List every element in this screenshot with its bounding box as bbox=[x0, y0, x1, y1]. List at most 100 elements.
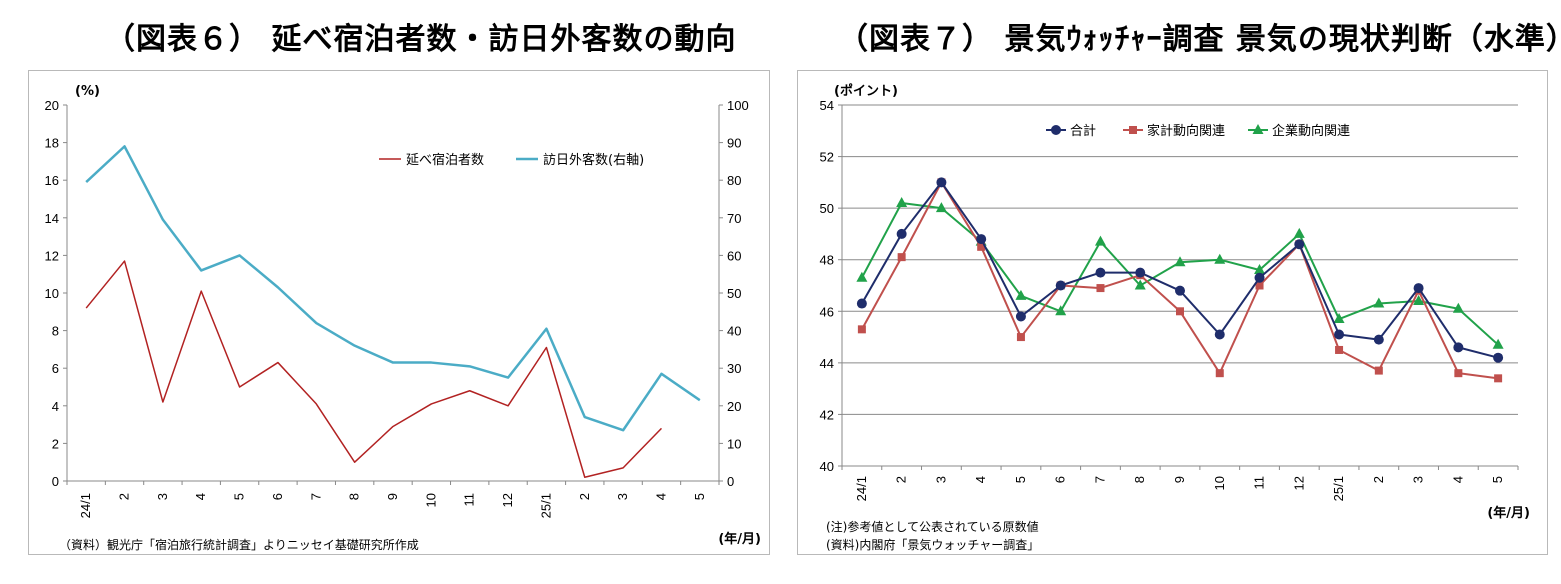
right-tick-label: 10 bbox=[727, 436, 741, 451]
x-tick-label: 7 bbox=[1092, 476, 1107, 483]
data-point-total bbox=[1135, 267, 1146, 278]
x-tick-label: 24/1 bbox=[854, 476, 869, 501]
data-point-total bbox=[1334, 329, 1345, 340]
x-tick-label: 9 bbox=[385, 493, 400, 500]
x-tick-label: 10 bbox=[423, 493, 438, 507]
data-point-corporate bbox=[1492, 338, 1504, 349]
right-tick-label: 60 bbox=[727, 248, 741, 263]
left-tick-label: 14 bbox=[45, 211, 59, 226]
x-tick-label: 12 bbox=[1291, 476, 1306, 490]
x-tick-label: 5 bbox=[692, 493, 707, 500]
x-tick-label: 4 bbox=[653, 493, 668, 500]
x-tick-label: 2 bbox=[117, 493, 132, 500]
data-point-corporate bbox=[1293, 227, 1305, 238]
data-point-corporate bbox=[856, 271, 868, 282]
x-tick-label: 3 bbox=[933, 476, 948, 483]
annotation-note: (注)参考値として公表されている原数値 bbox=[826, 520, 1039, 534]
y-axis-unit-label: (%) bbox=[75, 84, 100, 99]
x-tick-label: 25/1 bbox=[1331, 476, 1346, 501]
x-tick-label: 8 bbox=[347, 493, 362, 500]
data-point-total bbox=[1095, 267, 1106, 278]
x-tick-label: 9 bbox=[1172, 476, 1187, 483]
data-point-total bbox=[1254, 272, 1265, 283]
data-point-total bbox=[1055, 280, 1066, 291]
x-axis-unit-label: (年/月) bbox=[1487, 505, 1530, 521]
x-tick-label: 4 bbox=[973, 476, 988, 483]
data-point-household bbox=[1255, 281, 1264, 290]
left-tick-label: 52 bbox=[820, 150, 834, 165]
left-tick-label: 44 bbox=[820, 356, 834, 371]
data-point-corporate bbox=[1174, 256, 1186, 267]
x-tick-label: 2 bbox=[894, 476, 909, 483]
data-point-corporate bbox=[1015, 289, 1027, 300]
data-point-corporate bbox=[935, 202, 947, 213]
x-tick-label: 24/1 bbox=[78, 493, 93, 518]
data-point-corporate bbox=[896, 196, 908, 207]
data-point-corporate bbox=[1254, 264, 1266, 275]
data-point-corporate bbox=[1413, 294, 1425, 305]
source-note: （資料）観光庁「宿泊旅行統計調査」よりニッセイ基礎研究所作成 bbox=[59, 538, 419, 552]
left-tick-label: 0 bbox=[52, 474, 59, 489]
x-tick-label: 6 bbox=[270, 493, 285, 500]
data-point-corporate bbox=[1055, 305, 1067, 316]
x-tick-label: 2 bbox=[577, 493, 592, 500]
right-tick-label: 90 bbox=[727, 136, 741, 151]
data-point-total bbox=[1015, 311, 1026, 322]
x-tick-label: 3 bbox=[1411, 476, 1426, 483]
series-line-overnight-guests bbox=[85, 260, 663, 478]
data-point-total bbox=[1493, 352, 1504, 363]
right-tick-label: 80 bbox=[727, 173, 741, 188]
left-tick-label: 8 bbox=[52, 324, 59, 339]
x-tick-label: 4 bbox=[193, 493, 208, 500]
data-point-total bbox=[1413, 283, 1424, 294]
x-tick-label: 5 bbox=[1490, 476, 1505, 483]
legend-marker bbox=[1252, 124, 1264, 134]
data-point-household bbox=[857, 325, 866, 334]
left-tick-label: 40 bbox=[820, 459, 834, 474]
tourism-chart-svg: 0 2 4 6 8 10 12 14 16 18 20 0 10 20 30 40 50 60 70 80 90 100 2… bbox=[45, 84, 761, 547]
series-line-household bbox=[861, 181, 1499, 380]
chart-panel-tourism: 0 2 4 6 8 10 12 14 16 18 20 0 10 20 30 40 50 60 70 80 90 100 2… bbox=[28, 70, 770, 555]
data-point-corporate bbox=[1452, 302, 1464, 313]
left-tick-label: 10 bbox=[45, 286, 59, 301]
x-tick-label: 6 bbox=[1053, 476, 1068, 483]
data-point-corporate bbox=[1094, 235, 1106, 246]
data-point-corporate bbox=[1333, 313, 1345, 324]
y-axis-unit-label: (ポイント) bbox=[834, 83, 898, 99]
left-tick-label: 16 bbox=[45, 173, 59, 188]
left-tick-label: 48 bbox=[820, 253, 834, 268]
x-tick-label: 10 bbox=[1212, 476, 1227, 490]
right-tick-label: 20 bbox=[727, 399, 741, 414]
legend-marker bbox=[1051, 125, 1061, 135]
left-tick-label: 46 bbox=[820, 304, 834, 319]
left-tick-label: 12 bbox=[45, 248, 59, 263]
data-point-total bbox=[976, 234, 987, 245]
legend-label: 合計 bbox=[1070, 123, 1096, 139]
legend-label: 延べ宿泊者数 bbox=[406, 152, 484, 168]
x-tick-label: 12 bbox=[500, 493, 515, 507]
x-axis-unit-label: (年/月) bbox=[718, 531, 761, 547]
data-point-total bbox=[936, 177, 947, 188]
x-tick-label: 5 bbox=[232, 493, 247, 500]
x-tick-label: 3 bbox=[155, 493, 170, 500]
x-tick-label: 11 bbox=[1252, 476, 1267, 490]
data-point-total bbox=[896, 228, 907, 239]
legend-marker bbox=[1129, 126, 1137, 134]
data-point-household bbox=[897, 253, 906, 262]
figure-7-title: （図表７） 景気ｳｫｯﾁｬｰ調査 景気の現状判断（水準） bbox=[838, 22, 1561, 57]
left-tick-label: 42 bbox=[820, 407, 834, 422]
legend-label: 訪日外客数(右軸) bbox=[543, 152, 644, 168]
data-point-total bbox=[1373, 334, 1384, 345]
x-tick-label: 3 bbox=[615, 493, 630, 500]
x-tick-label: 5 bbox=[1013, 476, 1028, 483]
data-point-total bbox=[1453, 342, 1464, 353]
right-tick-label: 40 bbox=[727, 324, 741, 339]
series-line-foreign-visitors bbox=[85, 145, 701, 432]
data-point-household bbox=[1096, 284, 1105, 293]
data-point-corporate bbox=[1134, 279, 1146, 290]
left-tick-label: 2 bbox=[52, 436, 59, 451]
data-point-household bbox=[977, 242, 986, 251]
x-tick-label: 8 bbox=[1132, 476, 1147, 483]
data-point-total bbox=[1214, 329, 1225, 340]
